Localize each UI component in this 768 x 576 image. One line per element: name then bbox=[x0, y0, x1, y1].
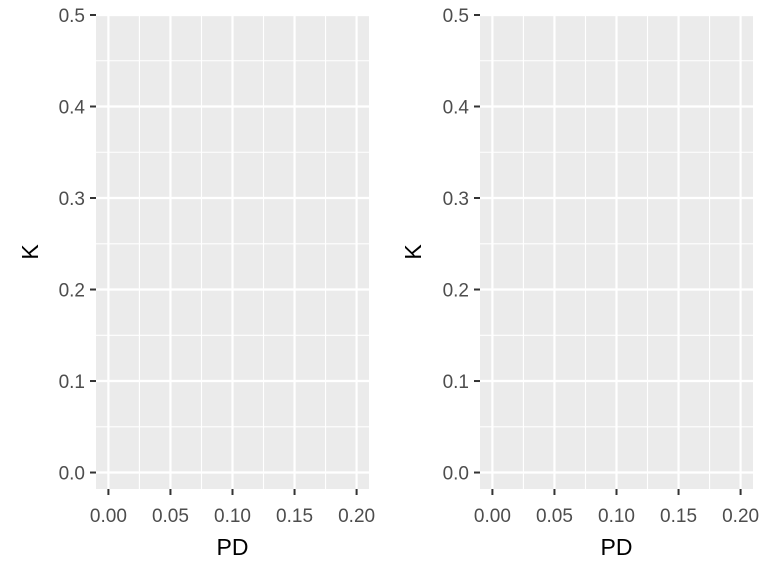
left-chart-panel: 0.00 0.05 0.10 0.15 0.20 0.0 0.1 0.2 0.3 0.4 0.5 PD… bbox=[17, 6, 375, 560]
left-x-tick-label: 0.10 bbox=[214, 506, 251, 527]
right-y-axis-title: K bbox=[400, 244, 426, 260]
right-x-tick-label: 0.20 bbox=[722, 506, 759, 527]
left-y-tick-label: 0.2 bbox=[59, 281, 85, 302]
left-y-axis-title: K bbox=[17, 244, 43, 260]
left-x-axis-title: PD bbox=[217, 534, 249, 560]
right-x-tick-label: 0.10 bbox=[598, 506, 635, 527]
right-x-tick-label: 0.05 bbox=[536, 506, 573, 527]
left-y-tick-label: 0.5 bbox=[59, 6, 85, 27]
right-x-tick-label: 0.00 bbox=[474, 506, 511, 527]
left-y-tick-label: 0.0 bbox=[59, 464, 85, 485]
right-y-tick-label: 0.4 bbox=[443, 98, 470, 119]
left-y-tick-label: 0.4 bbox=[59, 98, 86, 119]
right-y-tick-label: 0.5 bbox=[443, 6, 469, 27]
right-y-tick-label: 0.0 bbox=[443, 464, 469, 485]
right-x-tick-label: 0.15 bbox=[660, 506, 697, 527]
left-x-tick-label: 0.15 bbox=[276, 506, 313, 527]
right-y-tick-label: 0.1 bbox=[443, 372, 469, 393]
right-y-tick-label: 0.2 bbox=[443, 281, 469, 302]
left-x-tick-label: 0.00 bbox=[90, 506, 127, 527]
right-x-axis-title: PD bbox=[601, 534, 633, 560]
left-y-tick-label: 0.3 bbox=[59, 189, 85, 210]
left-x-tick-label: 0.20 bbox=[338, 506, 375, 527]
right-y-tick-label: 0.3 bbox=[443, 189, 469, 210]
right-chart-panel: 0.00 0.05 0.10 0.15 0.20 0.0 0.1 0.2 0.3 0.4 0.5 PD… bbox=[400, 6, 759, 560]
left-y-tick-label: 0.1 bbox=[59, 372, 85, 393]
left-x-tick-label: 0.05 bbox=[152, 506, 189, 527]
